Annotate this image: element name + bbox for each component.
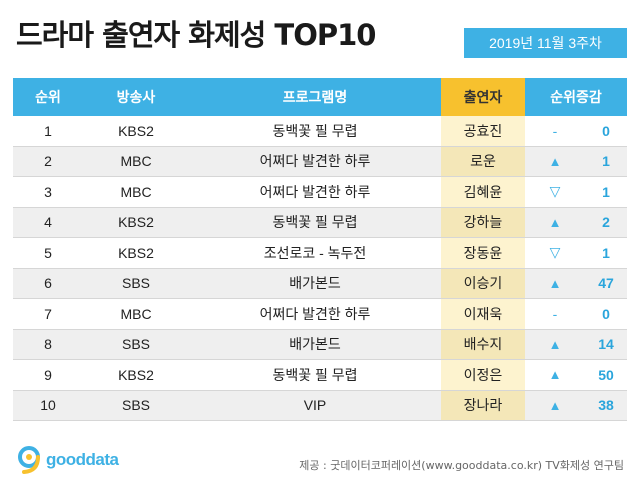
broadcaster-cell: MBC bbox=[83, 298, 189, 330]
actor-cell: 김혜윤 bbox=[441, 176, 525, 208]
rank-cell: 7 bbox=[13, 298, 83, 330]
rank-cell: 1 bbox=[13, 116, 83, 147]
gooddata-logo: gooddata bbox=[16, 445, 119, 475]
change-value: 1 bbox=[602, 244, 610, 261]
program-cell: 동백꽃 필 무렵 bbox=[189, 359, 441, 391]
broadcaster-cell: KBS2 bbox=[83, 237, 189, 269]
program-cell: 조선로코 - 녹두전 bbox=[189, 237, 441, 269]
program-cell: 동백꽃 필 무렵 bbox=[189, 207, 441, 238]
table-row: 10 SBS VIP 장나라 ▲ 38 bbox=[13, 390, 627, 421]
header-rank: 순위 bbox=[13, 78, 83, 116]
broadcaster-cell: KBS2 bbox=[83, 116, 189, 147]
actor-cell: 강하늘 bbox=[441, 207, 525, 238]
dash-icon: - bbox=[552, 305, 558, 322]
broadcaster-cell: KBS2 bbox=[83, 359, 189, 391]
triangle-down-outline-icon: ▽ bbox=[549, 183, 561, 200]
header-broadcaster: 방송사 bbox=[83, 78, 189, 116]
rank-cell: 2 bbox=[13, 146, 83, 177]
program-cell: 배가본드 bbox=[189, 268, 441, 299]
program-cell: 동백꽃 필 무렵 bbox=[189, 116, 441, 147]
change-value: 50 bbox=[598, 366, 614, 383]
rank-cell: 8 bbox=[13, 329, 83, 360]
rank-cell: 5 bbox=[13, 237, 83, 269]
actor-cell: 공효진 bbox=[441, 116, 525, 147]
change-cell: -0 bbox=[525, 116, 627, 147]
rank-cell: 6 bbox=[13, 268, 83, 299]
actor-cell: 이재욱 bbox=[441, 298, 525, 330]
rank-cell: 3 bbox=[13, 176, 83, 208]
actor-cell: 이승기 bbox=[441, 268, 525, 299]
change-cell: -0 bbox=[525, 298, 627, 330]
actor-cell: 배수지 bbox=[441, 329, 525, 360]
triangle-up-icon: ▲ bbox=[548, 214, 562, 230]
table-row: 5 KBS2 조선로코 - 녹두전 장동윤 ▽ 1 bbox=[13, 237, 627, 269]
gooddata-logo-icon bbox=[18, 446, 40, 474]
triangle-up-icon: ▲ bbox=[548, 397, 562, 413]
header-program: 프로그램명 bbox=[189, 78, 441, 116]
header-change: 순위증감 bbox=[525, 78, 627, 116]
actor-cell: 로운 bbox=[441, 146, 525, 177]
rank-cell: 4 bbox=[13, 207, 83, 238]
ranking-table: 순위 방송사 프로그램명 출연자 순위증감 1 KBS2 동백꽃 필 무렵 공효진 -0… bbox=[13, 78, 627, 421]
broadcaster-cell: SBS bbox=[83, 329, 189, 360]
table-row: 7 MBC 어쩌다 발견한 하루 이재욱 -0 bbox=[13, 298, 627, 330]
broadcaster-cell: MBC bbox=[83, 176, 189, 208]
change-value: 38 bbox=[598, 397, 614, 414]
change-cell: ▲ 1 bbox=[525, 146, 627, 177]
broadcaster-cell: MBC bbox=[83, 146, 189, 177]
logo-text: gooddata bbox=[46, 450, 119, 469]
change-cell: ▲ 14 bbox=[525, 329, 627, 360]
actor-cell: 이정은 bbox=[441, 359, 525, 391]
change-value: 0 bbox=[602, 305, 610, 322]
header-actor: 출연자 bbox=[441, 78, 525, 116]
triangle-up-icon: ▲ bbox=[548, 275, 562, 291]
table-header-row: 순위 방송사 프로그램명 출연자 순위증감 bbox=[13, 78, 627, 116]
program-cell: VIP bbox=[189, 390, 441, 421]
table-row: 9 KBS2 동백꽃 필 무렵 이정은 ▲ 50 bbox=[13, 359, 627, 391]
table-row: 6 SBS 배가본드 이승기 ▲ 47 bbox=[13, 268, 627, 299]
change-cell: ▲ 50 bbox=[525, 359, 627, 391]
change-cell: ▲ 2 bbox=[525, 207, 627, 238]
change-value: 1 bbox=[602, 183, 610, 200]
program-cell: 어쩌다 발견한 하루 bbox=[189, 176, 441, 208]
page-title: 드라마 출연자 화제성 TOP10 bbox=[16, 18, 376, 52]
table-row: 4 KBS2 동백꽃 필 무렵 강하늘 ▲ 2 bbox=[13, 207, 627, 238]
triangle-up-icon: ▲ bbox=[548, 153, 562, 169]
broadcaster-cell: SBS bbox=[83, 268, 189, 299]
actor-cell: 장동윤 bbox=[441, 237, 525, 269]
change-value: 2 bbox=[602, 214, 610, 231]
table-row: 1 KBS2 동백꽃 필 무렵 공효진 -0 bbox=[13, 116, 627, 147]
rank-cell: 10 bbox=[13, 390, 83, 421]
actor-cell: 장나라 bbox=[441, 390, 525, 421]
program-cell: 배가본드 bbox=[189, 329, 441, 360]
broadcaster-cell: KBS2 bbox=[83, 207, 189, 238]
dash-icon: - bbox=[552, 122, 558, 139]
change-cell: ▲ 47 bbox=[525, 268, 627, 299]
table-row: 3 MBC 어쩌다 발견한 하루 김혜윤 ▽ 1 bbox=[13, 176, 627, 208]
change-value: 0 bbox=[602, 122, 610, 139]
table-row: 8 SBS 배가본드 배수지 ▲ 14 bbox=[13, 329, 627, 360]
triangle-up-icon: ▲ bbox=[548, 336, 562, 352]
rank-cell: 9 bbox=[13, 359, 83, 391]
broadcaster-cell: SBS bbox=[83, 390, 189, 421]
change-value: 1 bbox=[602, 153, 610, 170]
source-credit: 제공 : 굿데이터코퍼레이션(www.gooddata.co.kr) TV화제성… bbox=[299, 459, 624, 472]
change-cell: ▽ 1 bbox=[525, 237, 627, 269]
change-cell: ▲ 38 bbox=[525, 390, 627, 421]
change-cell: ▽ 1 bbox=[525, 176, 627, 208]
triangle-up-icon: ▲ bbox=[548, 367, 562, 383]
table-row: 2 MBC 어쩌다 발견한 하루 로운 ▲ 1 bbox=[13, 146, 627, 177]
triangle-down-outline-icon: ▽ bbox=[549, 244, 561, 261]
date-badge: 2019년 11월 3주차 bbox=[464, 28, 627, 58]
change-value: 14 bbox=[598, 336, 614, 353]
program-cell: 어쩌다 발견한 하루 bbox=[189, 298, 441, 330]
program-cell: 어쩌다 발견한 하루 bbox=[189, 146, 441, 177]
change-value: 47 bbox=[598, 275, 614, 292]
